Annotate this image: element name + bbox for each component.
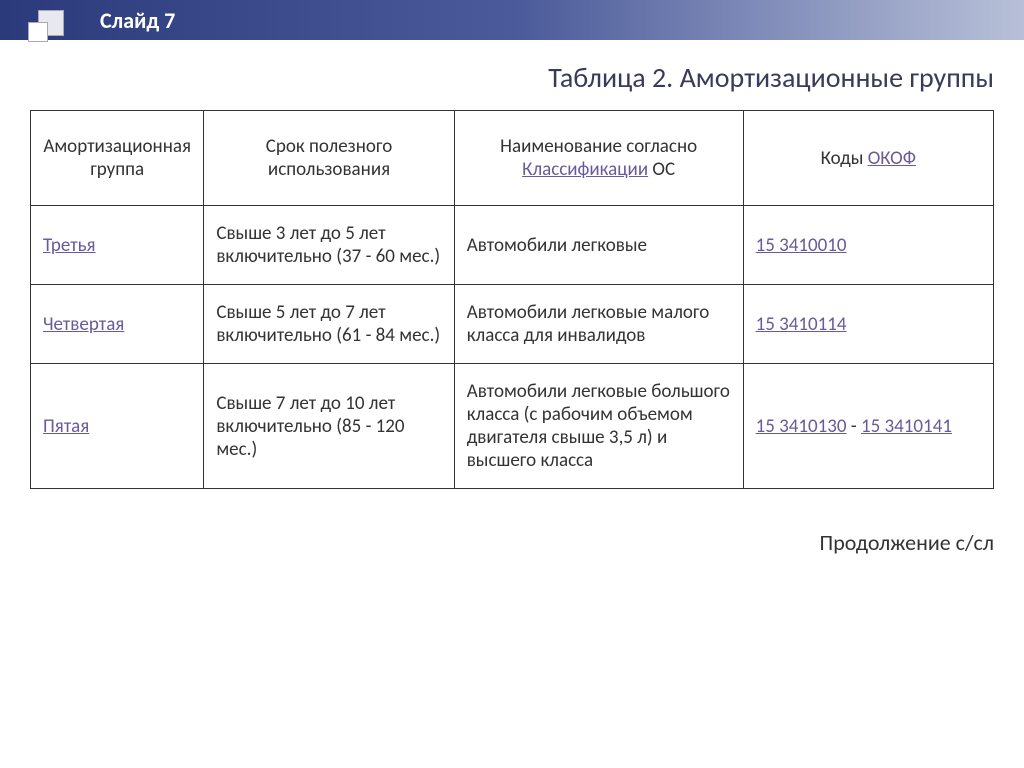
cell-name: Автомобили легковые малого класса для ин… bbox=[454, 285, 743, 364]
group-link[interactable]: Пятая bbox=[43, 415, 89, 438]
cell-name: Автомобили легковые большого класса (с р… bbox=[454, 364, 743, 489]
table-title: Таблица 2. Амортизационные группы bbox=[30, 60, 994, 95]
cell-group: Пятая bbox=[31, 364, 204, 489]
cell-group: Третья bbox=[31, 206, 204, 285]
header-name-pre: Наименование согласно bbox=[500, 135, 697, 158]
code-link[interactable]: 15 3410114 bbox=[756, 313, 847, 336]
slide-header: Слайд 7 bbox=[0, 0, 1024, 40]
header-decoration-icon bbox=[26, 2, 70, 46]
cell-term: Свыше 3 лет до 5 лет включительно (37 - … bbox=[204, 206, 454, 285]
cell-code: 15 3410114 bbox=[743, 285, 993, 364]
cell-term: Свыше 7 лет до 10 лет включительно (85 -… bbox=[204, 364, 454, 489]
table-row: Четвертая Свыше 5 лет до 7 лет включител… bbox=[31, 285, 994, 364]
table-row: Пятая Свыше 7 лет до 10 лет включительно… bbox=[31, 364, 994, 489]
cell-name: Автомобили легковые bbox=[454, 206, 743, 285]
slide-number: Слайд 7 bbox=[100, 7, 175, 34]
table-header-row: Амортизационная группа Срок полезного ис… bbox=[31, 111, 994, 206]
amortization-table: Амортизационная группа Срок полезного ис… bbox=[30, 110, 994, 489]
classification-link[interactable]: Классификации bbox=[522, 158, 648, 181]
cell-code: 15 3410010 bbox=[743, 206, 993, 285]
header-name-post: ОС bbox=[648, 158, 675, 181]
cell-group: Четвертая bbox=[31, 285, 204, 364]
group-link[interactable]: Третья bbox=[43, 234, 96, 257]
okof-link[interactable]: ОКОФ bbox=[868, 147, 916, 170]
header-name: Наименование согласно Классификации ОС bbox=[454, 111, 743, 206]
code-link-2[interactable]: 15 3410141 bbox=[861, 415, 952, 438]
slide-content: Таблица 2. Амортизационные группы Аморти… bbox=[0, 40, 1024, 509]
cell-term: Свыше 5 лет до 7 лет включительно (61 - … bbox=[204, 285, 454, 364]
header-codes-pre: Коды bbox=[821, 147, 868, 170]
code-link[interactable]: 15 3410010 bbox=[756, 234, 847, 257]
header-term: Срок полезного использования bbox=[204, 111, 454, 206]
header-codes: Коды ОКОФ bbox=[743, 111, 993, 206]
header-group: Амортизационная группа bbox=[31, 111, 204, 206]
code-link[interactable]: 15 3410130 bbox=[756, 415, 847, 438]
continuation-note: Продолжение с/сл bbox=[0, 509, 1024, 556]
group-link[interactable]: Четвертая bbox=[43, 313, 124, 336]
code-sep: - bbox=[847, 415, 861, 438]
table-row: Третья Свыше 3 лет до 5 лет включительно… bbox=[31, 206, 994, 285]
cell-code: 15 3410130 - 15 3410141 bbox=[743, 364, 993, 489]
